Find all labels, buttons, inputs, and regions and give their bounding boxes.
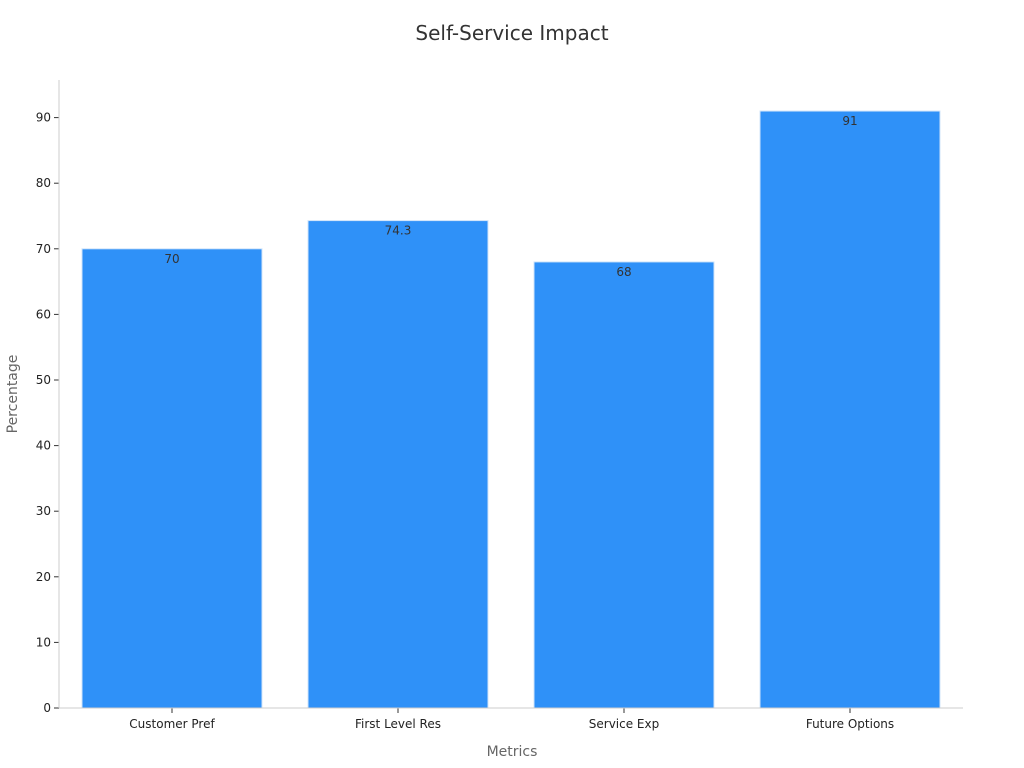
y-tick-label: 30	[36, 504, 51, 518]
x-tick-label: First Level Res	[355, 717, 441, 731]
y-tick-label: 0	[43, 701, 51, 715]
y-axis-title: Percentage	[5, 355, 21, 434]
x-tick-label: Customer Pref	[129, 717, 215, 731]
y-tick-label: 40	[36, 439, 51, 453]
y-tick-label: 60	[36, 307, 51, 321]
bar-value-label: 74.3	[385, 224, 412, 238]
y-tick-label: 70	[36, 242, 51, 256]
bar	[533, 261, 715, 709]
y-axis: 0 10 20 30 40 50 60 70 80 90	[36, 111, 59, 715]
x-tick-label: Service Exp	[589, 717, 659, 731]
chart-title: Self-Service Impact	[415, 21, 608, 45]
x-tick-label: Future Options	[806, 717, 894, 731]
bar-value-label: 70	[164, 252, 179, 266]
y-tick-label: 50	[36, 373, 51, 387]
bar	[759, 110, 941, 709]
bar	[307, 220, 489, 709]
x-axis: Customer Pref First Level Res Service Exp F…	[129, 708, 894, 731]
bar-value-label: 91	[842, 114, 857, 128]
bar	[81, 248, 263, 709]
y-tick-label: 20	[36, 570, 51, 584]
y-tick-label: 10	[36, 635, 51, 649]
bars-group: 70 74.3 68 91	[81, 110, 941, 709]
y-tick-label: 90	[36, 111, 51, 125]
y-tick-label: 80	[36, 176, 51, 190]
bar-value-label: 68	[616, 265, 631, 279]
x-axis-title: Metrics	[487, 744, 538, 760]
